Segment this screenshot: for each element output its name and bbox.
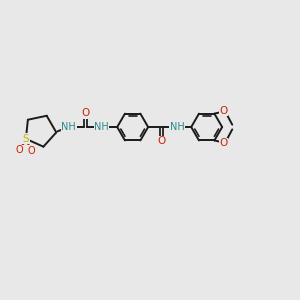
Text: O: O — [158, 136, 166, 146]
Text: O: O — [81, 108, 89, 118]
Text: NH: NH — [169, 122, 184, 132]
Text: O: O — [16, 145, 23, 155]
Text: O: O — [27, 146, 35, 156]
Text: NH: NH — [94, 122, 109, 132]
Text: NH: NH — [61, 122, 76, 132]
Text: O: O — [219, 106, 227, 116]
Text: O: O — [219, 138, 227, 148]
Text: S: S — [22, 134, 29, 144]
